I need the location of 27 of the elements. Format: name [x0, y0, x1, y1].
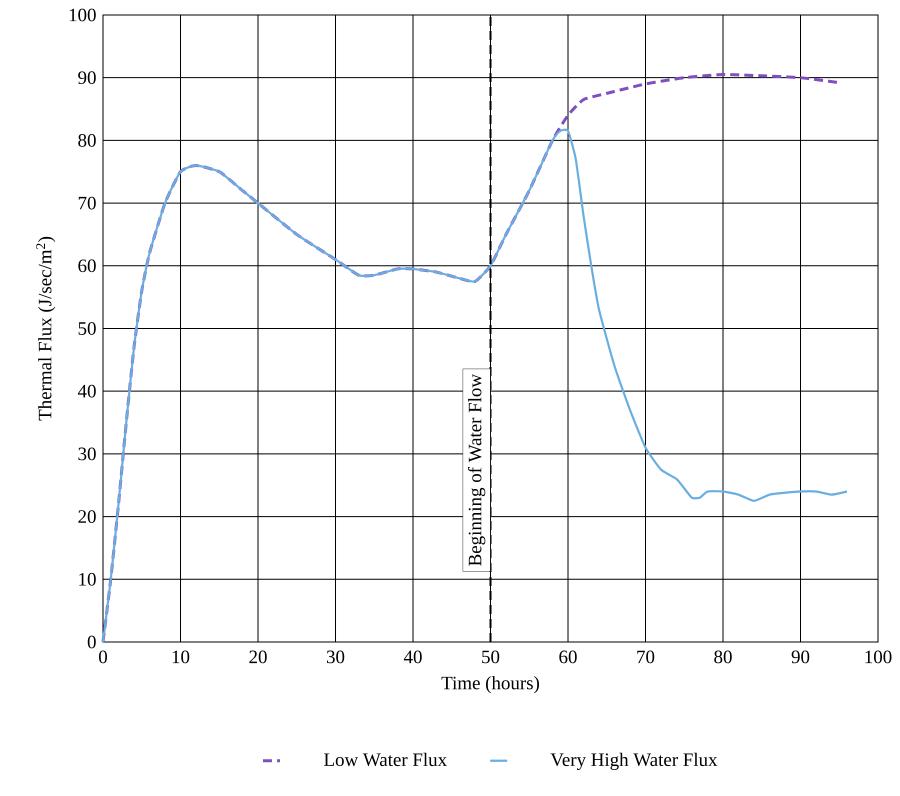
- x-tick-label: 30: [326, 650, 344, 664]
- x-tick-label: 0: [98, 650, 108, 664]
- x-tick-label: 10: [172, 650, 190, 664]
- ref-line-label: Beginning of Water Flow: [468, 374, 486, 566]
- x-axis-title: Time (hours): [442, 676, 540, 694]
- y-tick-label: 10: [79, 572, 96, 586]
- y-tick-label: 0: [88, 636, 96, 648]
- y-tick-label: 100: [70, 8, 96, 22]
- y-tick-label: 30: [78, 448, 96, 460]
- x-tick-label: 80: [714, 650, 732, 664]
- y-tick-label: 80: [78, 134, 96, 147]
- x-tick-label: 90: [792, 650, 810, 664]
- x-tick-label: 100: [865, 650, 892, 664]
- y-tick-label: 20: [78, 510, 96, 523]
- x-tick-label: 70: [637, 650, 654, 664]
- legend-label: Very High Water Flux: [550, 752, 718, 770]
- y-tick-label: 90: [78, 71, 96, 84]
- y-tick-label: 40: [78, 384, 96, 398]
- legend-label: Low Water Flux: [324, 752, 447, 766]
- x-tick-label: 20: [249, 650, 267, 664]
- y-axis-title: Thermal Flux (J/sec/m$^{2}$): [36, 236, 56, 421]
- x-tick-label: 50: [482, 650, 500, 664]
- y-tick-label: 50: [78, 322, 96, 335]
- x-tick-label: 60: [559, 650, 577, 664]
- y-tick-label: 60: [78, 259, 96, 272]
- y-tick-label: 70: [78, 196, 96, 210]
- x-tick-label: 40: [404, 650, 422, 664]
